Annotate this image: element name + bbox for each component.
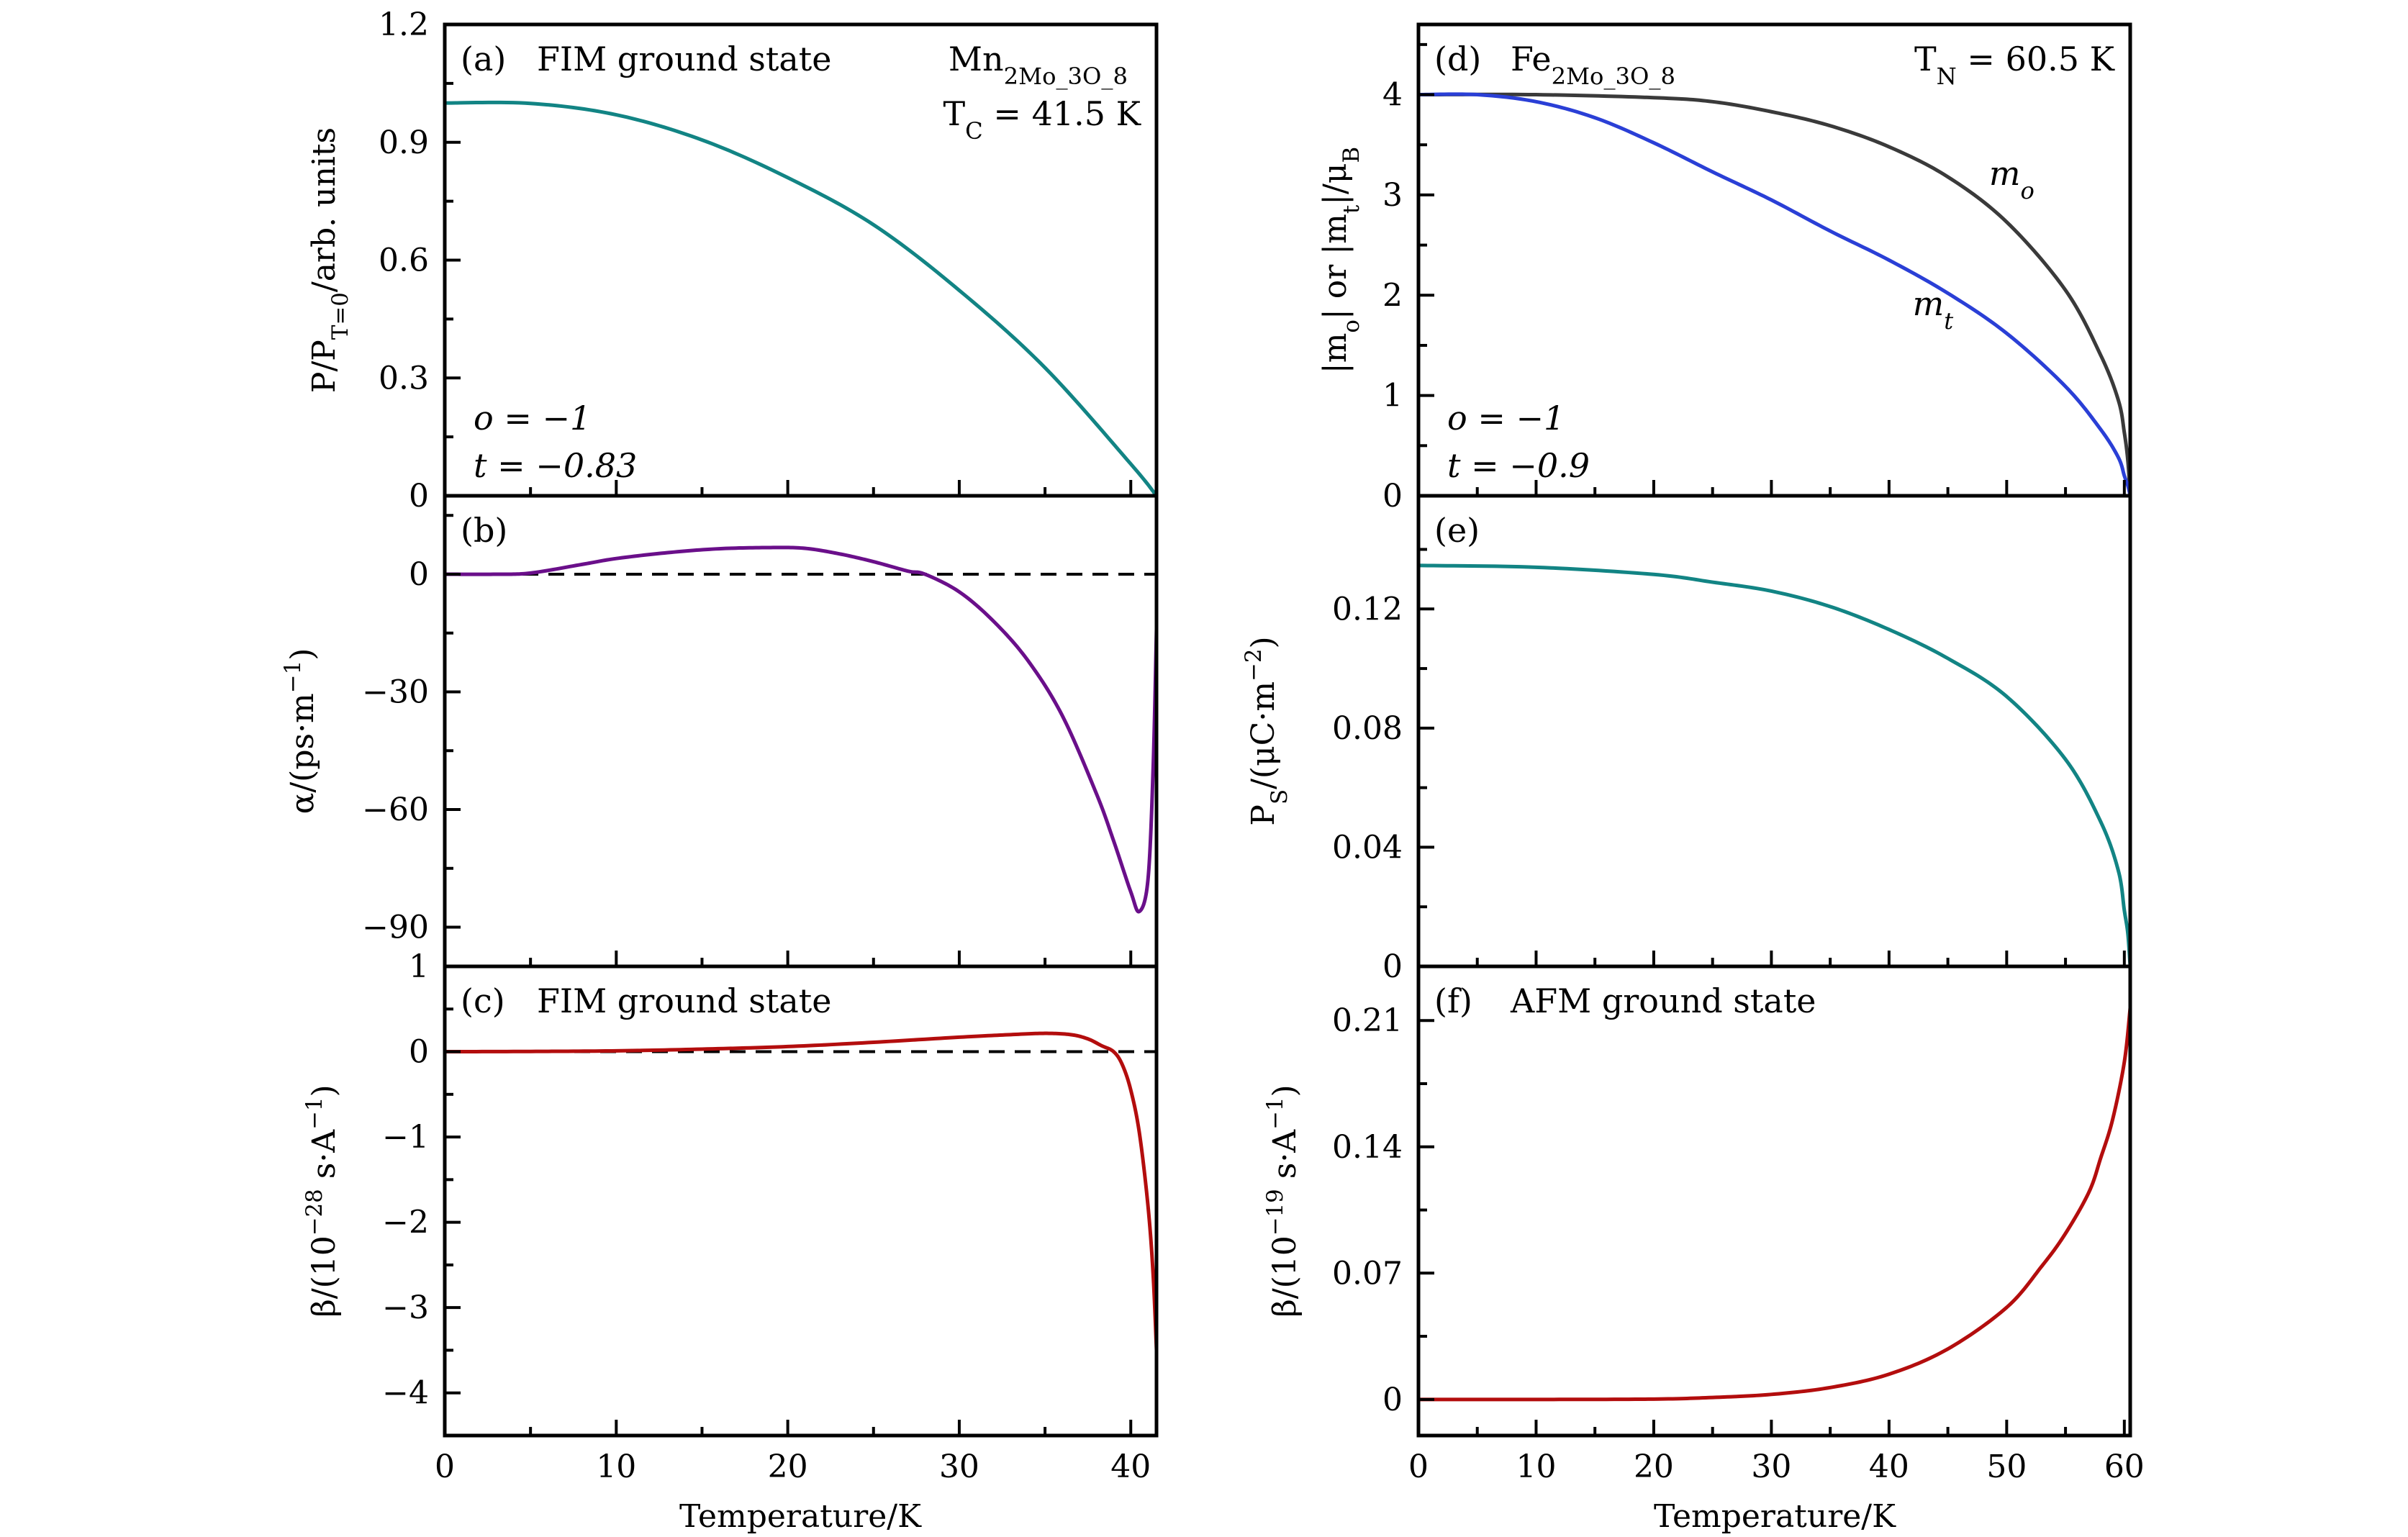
x-tick-label: 20 xyxy=(768,1448,808,1485)
panel-label: (e) xyxy=(1434,511,1480,550)
compound-formula: Mn2Mo_3O_8 xyxy=(949,40,1128,90)
y-tick-label: 0 xyxy=(409,478,429,514)
y-tick-label: −30 xyxy=(362,674,429,711)
y-tick-label: 0 xyxy=(409,556,429,593)
y-tick-label: −1 xyxy=(382,1119,429,1156)
x-axis-label-left: Temperature/K xyxy=(679,1498,922,1535)
x-tick-label: 0 xyxy=(1408,1448,1429,1485)
panel-f: 0 0.07 0.14 0.21 0 10 20 30 40 50 60 β/(10−19 s·A−1… xyxy=(1262,964,2145,1485)
y-tick-label: −4 xyxy=(382,1375,429,1412)
y-tick-label: −60 xyxy=(362,792,429,828)
y-tick-label: 1 xyxy=(409,948,429,985)
x-tick-label: 40 xyxy=(1869,1448,1909,1485)
panel-e: 0 0.04 0.08 0.12 PS/(μC·m−2) (e) xyxy=(1241,494,2132,985)
y-axis-label: PS/(μC·m−2) xyxy=(1241,636,1293,825)
y-tick-label: 0.08 xyxy=(1332,710,1403,747)
plot-frame xyxy=(443,494,1159,969)
y-tick-label: −3 xyxy=(382,1289,429,1326)
plot-frame xyxy=(443,964,1159,1438)
x-tick-label: 50 xyxy=(1986,1448,2027,1485)
parameter-label: o = −1 xyxy=(474,399,591,437)
y-tick-label: 0 xyxy=(1382,478,1403,514)
y-tick-label: 0.14 xyxy=(1332,1129,1403,1166)
panel-d: 0 1 2 3 4 |mo| or |mt|/μB (d) Fe2Mo_3O_8 TN = 60… xyxy=(1317,22,2132,514)
series-line-beta-afm xyxy=(1418,1007,2130,1402)
x-tick-label: 40 xyxy=(1110,1448,1151,1485)
series-line-p-p-t-0 xyxy=(445,100,1157,496)
panel-a: 0 0.3 0.6 0.9 1.2 P/PT=0/arb. units (a) FIM gro… xyxy=(306,6,1159,514)
plot-frame xyxy=(1416,964,2132,1438)
y-tick-label: −2 xyxy=(382,1205,429,1241)
series-line-alpha xyxy=(445,545,1157,914)
critical-temperature: TC = 41.5 K xyxy=(943,94,1141,145)
y-tick-label: 4 xyxy=(1382,77,1403,114)
series-line-p-s xyxy=(1418,563,2130,966)
y-tick-label: 0 xyxy=(1382,948,1403,985)
y-tick-label: 0 xyxy=(1382,1382,1403,1418)
x-tick-label: 30 xyxy=(1751,1448,1791,1485)
x-tick-label: 60 xyxy=(2104,1448,2145,1485)
series-line-beta-fim xyxy=(445,1031,1157,1351)
y-tick-label: 1 xyxy=(1382,378,1403,414)
x-tick-label: 30 xyxy=(939,1448,979,1485)
y-tick-label: 2 xyxy=(1382,277,1403,314)
y-axis-label: β/(10−19 s·A−1) xyxy=(1262,1084,1303,1317)
series-line-m-o xyxy=(1418,92,2130,496)
y-tick-label: 0.3 xyxy=(379,360,429,396)
y-tick-label: 0 xyxy=(409,1034,429,1071)
panel-label: (d) xyxy=(1434,40,1481,78)
compound-formula: Fe2Mo_3O_8 xyxy=(1511,40,1675,90)
x-tick-label: 0 xyxy=(435,1448,455,1485)
panel-label: (b) xyxy=(461,511,507,550)
y-tick-label: 1.2 xyxy=(379,6,429,43)
y-tick-label: 0.07 xyxy=(1332,1255,1403,1292)
y-tick-label: 0.12 xyxy=(1332,591,1403,627)
y-tick-label: −90 xyxy=(362,910,429,946)
y-tick-label: 0.6 xyxy=(379,242,429,279)
y-axis-label: P/PT=0/arb. units xyxy=(306,127,353,393)
panel-title: FIM ground state xyxy=(537,40,832,78)
panel-label: (a) xyxy=(461,40,506,78)
panel-title: FIM ground state xyxy=(537,981,832,1020)
curve-label-m-t: mt xyxy=(1913,284,1954,335)
parameter-label: t = −0.83 xyxy=(474,446,637,485)
x-tick-label: 10 xyxy=(1516,1448,1556,1485)
parameter-label: o = −1 xyxy=(1447,399,1565,437)
y-axis-label: β/(10−28 s·A−1) xyxy=(302,1084,343,1317)
y-tick-label: 3 xyxy=(1382,177,1403,214)
y-tick-label: 0.9 xyxy=(379,124,429,161)
x-tick-label: 20 xyxy=(1634,1448,1674,1485)
x-axis-label-right: Temperature/K xyxy=(1654,1498,1896,1535)
parameter-label: t = −0.9 xyxy=(1447,446,1590,485)
panel-title: AFM ground state xyxy=(1510,981,1816,1020)
panel-b: −90 −60 −30 0 α/(ps·m−1) (b) xyxy=(280,494,1159,969)
series-line-m-t xyxy=(1418,92,2130,496)
panel-label: (c) xyxy=(461,981,505,1020)
y-tick-label: 0.21 xyxy=(1332,1002,1403,1039)
x-tick-label: 10 xyxy=(596,1448,636,1485)
panel-label: (f) xyxy=(1434,981,1472,1020)
critical-temperature: TN = 60.5 K xyxy=(1914,40,2116,90)
y-tick-label: 0.04 xyxy=(1332,829,1403,866)
curve-label-m-o: mo xyxy=(1989,154,2034,204)
y-axis-label: α/(ps·m−1) xyxy=(280,648,321,815)
y-axis-label: |mo| or |mt|/μB xyxy=(1317,147,1364,373)
